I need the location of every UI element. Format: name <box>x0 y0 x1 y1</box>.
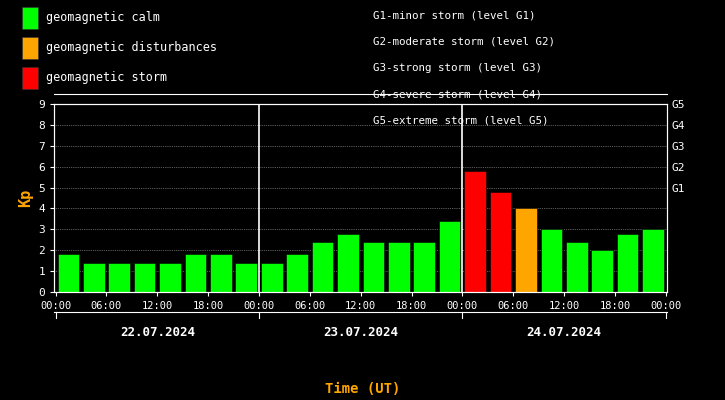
Bar <box>236 263 257 292</box>
Bar <box>134 263 155 292</box>
Bar <box>617 234 639 292</box>
Bar <box>362 242 384 292</box>
Text: 24.07.2024: 24.07.2024 <box>526 326 602 339</box>
Text: G4-severe storm (level G4): G4-severe storm (level G4) <box>373 89 542 99</box>
Bar <box>388 242 410 292</box>
Text: 23.07.2024: 23.07.2024 <box>323 326 398 339</box>
Bar <box>261 263 283 292</box>
Bar <box>464 171 486 292</box>
Bar <box>439 221 460 292</box>
Text: G3-strong storm (level G3): G3-strong storm (level G3) <box>373 63 542 73</box>
Bar <box>515 208 536 292</box>
Bar <box>566 242 587 292</box>
Bar <box>592 250 613 292</box>
Bar <box>489 192 511 292</box>
Text: Time (UT): Time (UT) <box>325 382 400 396</box>
Bar <box>642 229 664 292</box>
Bar <box>160 263 181 292</box>
Bar <box>337 234 359 292</box>
Bar <box>109 263 130 292</box>
Text: G1-minor storm (level G1): G1-minor storm (level G1) <box>373 10 536 20</box>
Bar <box>541 229 562 292</box>
Text: G2-moderate storm (level G2): G2-moderate storm (level G2) <box>373 36 555 46</box>
Text: geomagnetic disturbances: geomagnetic disturbances <box>46 42 218 54</box>
Text: G5-extreme storm (level G5): G5-extreme storm (level G5) <box>373 116 549 126</box>
Bar <box>312 242 334 292</box>
Bar <box>210 254 232 292</box>
Y-axis label: Kp: Kp <box>18 189 33 207</box>
Bar <box>413 242 435 292</box>
Text: geomagnetic storm: geomagnetic storm <box>46 72 167 84</box>
Text: geomagnetic calm: geomagnetic calm <box>46 12 160 24</box>
Bar <box>286 254 308 292</box>
Bar <box>83 263 104 292</box>
Bar <box>185 254 206 292</box>
Text: 22.07.2024: 22.07.2024 <box>120 326 195 339</box>
Bar <box>57 254 79 292</box>
